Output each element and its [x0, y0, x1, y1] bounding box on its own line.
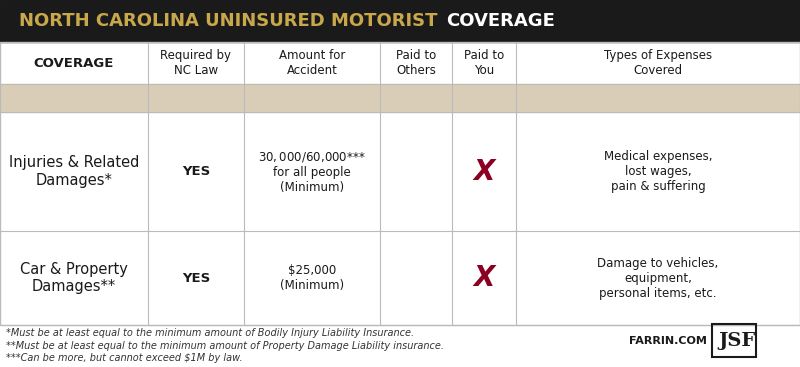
- Text: YES: YES: [182, 272, 210, 284]
- Text: *Must be at least equal to the minimum amount of Bodily Injury Liability Insuran: *Must be at least equal to the minimum a…: [6, 328, 414, 338]
- Text: Medical expenses,
lost wages,
pain & suffering: Medical expenses, lost wages, pain & suf…: [604, 150, 712, 193]
- Text: COVERAGE: COVERAGE: [34, 57, 114, 70]
- Bar: [0, 0, 800, 42]
- Text: X: X: [474, 264, 494, 292]
- Text: JSF: JSF: [718, 331, 755, 350]
- Text: ***Can be more, but cannot exceed $1M by law.: ***Can be more, but cannot exceed $1M by…: [6, 353, 243, 363]
- Text: NORTH CAROLINA UNINSURED MOTORIST: NORTH CAROLINA UNINSURED MOTORIST: [19, 12, 444, 30]
- Text: FARRIN.COM: FARRIN.COM: [629, 335, 707, 346]
- Text: **Must be at least equal to the minimum amount of Property Damage Liability insu: **Must be at least equal to the minimum …: [6, 341, 445, 350]
- Text: Injuries & Related
Damages*: Injuries & Related Damages*: [9, 155, 139, 188]
- Text: Types of Expenses
Covered: Types of Expenses Covered: [604, 49, 712, 77]
- Text: YES: YES: [182, 165, 210, 178]
- Bar: [0, 84, 800, 112]
- Text: X: X: [474, 157, 494, 186]
- Text: Required by
NC Law: Required by NC Law: [161, 49, 231, 77]
- Text: $30,000/$60,000***
for all people
(Minimum): $30,000/$60,000*** for all people (Minim…: [258, 150, 366, 193]
- Text: Damage to vehicles,
equipment,
personal items, etc.: Damage to vehicles, equipment, personal …: [598, 257, 718, 299]
- Text: $25,000
(Minimum): $25,000 (Minimum): [280, 264, 344, 292]
- Text: COVERAGE: COVERAGE: [446, 12, 555, 30]
- Text: Paid to
You: Paid to You: [464, 49, 504, 77]
- Text: Amount for
Accident: Amount for Accident: [279, 49, 345, 77]
- Bar: [0, 42, 800, 325]
- Text: Paid to
Others: Paid to Others: [396, 49, 436, 77]
- Text: Car & Property
Damages**: Car & Property Damages**: [20, 262, 128, 294]
